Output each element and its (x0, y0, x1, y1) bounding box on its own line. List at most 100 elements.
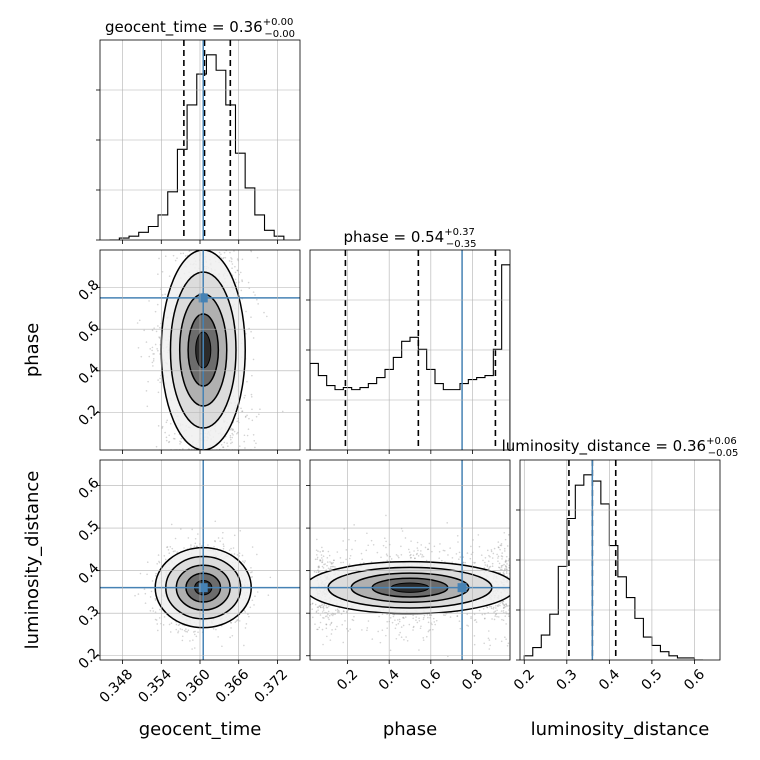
sample-point (500, 640, 503, 643)
sample-point (236, 432, 238, 435)
sample-point (412, 626, 415, 629)
sample-point (240, 407, 242, 410)
sample-point (152, 365, 154, 367)
sample-point (505, 638, 507, 640)
sample-point (152, 360, 155, 362)
sample-point (226, 442, 228, 444)
sample-point (155, 445, 158, 448)
sample-point (319, 604, 321, 607)
sample-point (473, 619, 476, 622)
sample-point (230, 622, 233, 624)
sample-point (259, 408, 261, 411)
sample-point (244, 560, 246, 562)
hist-bin (575, 485, 584, 660)
sample-point (246, 434, 249, 437)
sample-point (311, 602, 314, 605)
sample-point (496, 609, 498, 612)
sample-point (214, 540, 216, 543)
sample-point (180, 441, 182, 443)
hist-bin (443, 390, 451, 450)
sample-point (182, 247, 184, 249)
sample-point (497, 560, 499, 562)
sample-point (145, 390, 148, 392)
sample-point (151, 329, 154, 332)
sample-point (504, 560, 507, 563)
sample-point (174, 259, 177, 262)
sample-point (222, 257, 224, 260)
sample-point (331, 614, 334, 617)
sample-point (222, 446, 224, 448)
sample-point (480, 554, 483, 556)
sample-point (329, 567, 332, 570)
sample-point (478, 609, 481, 612)
hist-bin (452, 390, 460, 450)
sample-point (410, 553, 412, 556)
sample-point (330, 561, 333, 564)
sample-point (386, 627, 388, 629)
sample-point (434, 623, 436, 626)
sample-point (234, 621, 237, 623)
sample-point (498, 566, 501, 569)
sample-point (332, 613, 335, 615)
sample-point (231, 441, 233, 444)
sample-point (235, 281, 237, 284)
sample-point (149, 596, 152, 598)
sample-point (176, 257, 178, 259)
y-tick-label: 0.5 (76, 518, 103, 545)
sample-point (161, 270, 164, 273)
sample-point (502, 603, 505, 605)
sample-point (250, 566, 252, 569)
sample-point (228, 260, 231, 262)
sample-point (322, 616, 324, 619)
truth-marker (198, 583, 208, 593)
sample-point (151, 346, 154, 349)
sample-point (234, 271, 237, 274)
sample-point (244, 447, 246, 449)
hist-bin (360, 388, 368, 450)
sample-point (417, 555, 420, 557)
sample-point (506, 563, 508, 565)
sample-point (416, 621, 419, 624)
sample-point (173, 432, 176, 435)
sample-point (501, 618, 503, 621)
sample-point (498, 566, 500, 569)
hist-bin (567, 519, 576, 660)
sample-point (235, 620, 238, 622)
sample-point (181, 635, 184, 638)
sample-point (252, 291, 255, 293)
sample-point (500, 610, 503, 612)
sample-point (447, 554, 449, 556)
sample-point (231, 267, 233, 270)
sample-point (495, 607, 497, 609)
sample-point (506, 605, 509, 607)
sample-point (505, 611, 507, 613)
sample-point (345, 610, 348, 613)
sample-point (415, 619, 417, 621)
sample-point (501, 564, 504, 567)
sample-point (504, 565, 507, 567)
sample-point (194, 542, 197, 545)
sample-point (170, 622, 173, 624)
hist-bin (327, 386, 335, 450)
sample-point (146, 561, 149, 564)
sample-point (158, 617, 161, 619)
scatter-geocent-time-vs-luminosity-distance-frame (99, 459, 301, 661)
sample-point (385, 540, 387, 543)
sample-point (497, 605, 499, 608)
sample-point (218, 251, 221, 254)
hist-bin (318, 376, 326, 450)
sample-point (197, 533, 199, 535)
sample-point (325, 623, 328, 626)
sample-point (166, 419, 169, 422)
sample-point (386, 554, 389, 557)
sample-point (253, 439, 256, 442)
sample-point (385, 514, 387, 517)
sample-point (500, 543, 503, 545)
sample-point (230, 427, 233, 430)
sample-point (250, 250, 253, 253)
sample-point (419, 627, 422, 630)
sample-point (256, 256, 259, 259)
sample-point (427, 621, 430, 624)
sample-point (330, 613, 333, 616)
sample-point (473, 635, 476, 637)
